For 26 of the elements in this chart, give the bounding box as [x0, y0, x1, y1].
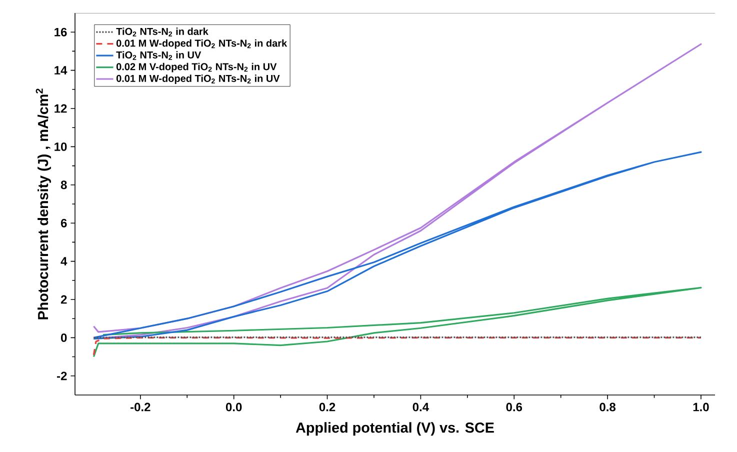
legend-label: TiO$_{2}$ NTs-N$_{2}$ in UV [116, 51, 202, 60]
line-series [92, 286, 702, 358]
y-tick-label: 14 [54, 66, 68, 74]
x-axis-title: Applied potential (V) vs. SCE [296, 422, 494, 436]
y-tick-label: 8 [60, 180, 67, 190]
x-tick-label: 0.2 [319, 402, 336, 412]
y-tick-label: 16 [54, 28, 67, 36]
x-tick-label: 0.6 [506, 402, 522, 412]
legend-label: 0.02 M V-doped TiO$_{2}$ NTs-N$_{2}$ in UV [116, 62, 277, 72]
y-axis-title: Photocurrent density (J) , mA/cm$^{2}$ [36, 88, 51, 320]
x-tick-label: -0.2 [130, 402, 150, 412]
legend-label: 0.01 M W-doped TiO$_{2}$ NTs-N$_{2}$ in dark [116, 39, 288, 49]
y-tick-label: 2 [60, 295, 67, 304]
line-series [92, 151, 702, 340]
y-tick-label: 6 [60, 218, 67, 228]
y-tick-label: -2 [57, 372, 67, 380]
x-tick-label: 1.0 [693, 402, 709, 412]
legend-label: 0.01 M W-doped TiO$_{2}$ NTs-N$_{2}$ in UV [116, 74, 280, 84]
legend-label: TiO$_{2}$ NTs-N$_{2}$ in dark [116, 28, 208, 36]
y-tick-label: 10 [54, 142, 67, 151]
y-tick-label: 12 [54, 104, 67, 113]
x-tick-label: 0.0 [226, 402, 242, 412]
y-tick-label: 4 [60, 257, 68, 266]
x-tick-label: 0.4 [412, 402, 429, 412]
x-tick-label: 0.8 [600, 402, 616, 412]
y-tick-label: 0 [61, 333, 67, 342]
